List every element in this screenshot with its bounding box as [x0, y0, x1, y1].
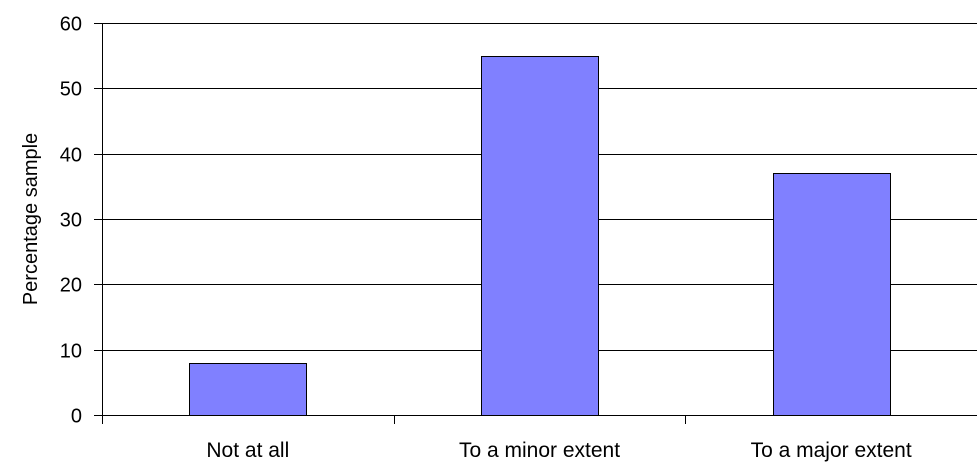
y-tick-label: 40	[60, 145, 82, 167]
x-category-labels: Not at all To a minor extent To a major ex…	[206, 439, 911, 462]
y-tick-label: 60	[60, 14, 82, 36]
axes	[94, 23, 977, 424]
x-category-label: To a major extent	[751, 439, 912, 462]
y-axis-title: Percentage sample	[20, 133, 42, 305]
y-tick-label: 50	[60, 79, 82, 101]
bar	[189, 363, 307, 416]
y-tick-label: 20	[60, 275, 82, 297]
y-tick-label: 30	[60, 210, 82, 232]
bar	[481, 56, 599, 416]
x-category-label: To a minor extent	[459, 439, 620, 462]
y-tick-label: 0	[71, 406, 82, 428]
x-category-label: Not at all	[206, 439, 289, 462]
y-tick-labels: 0 10 20 30 40 50 60	[60, 14, 82, 428]
bars	[189, 56, 891, 416]
y-tick-label: 10	[60, 341, 82, 363]
bar	[773, 173, 891, 416]
